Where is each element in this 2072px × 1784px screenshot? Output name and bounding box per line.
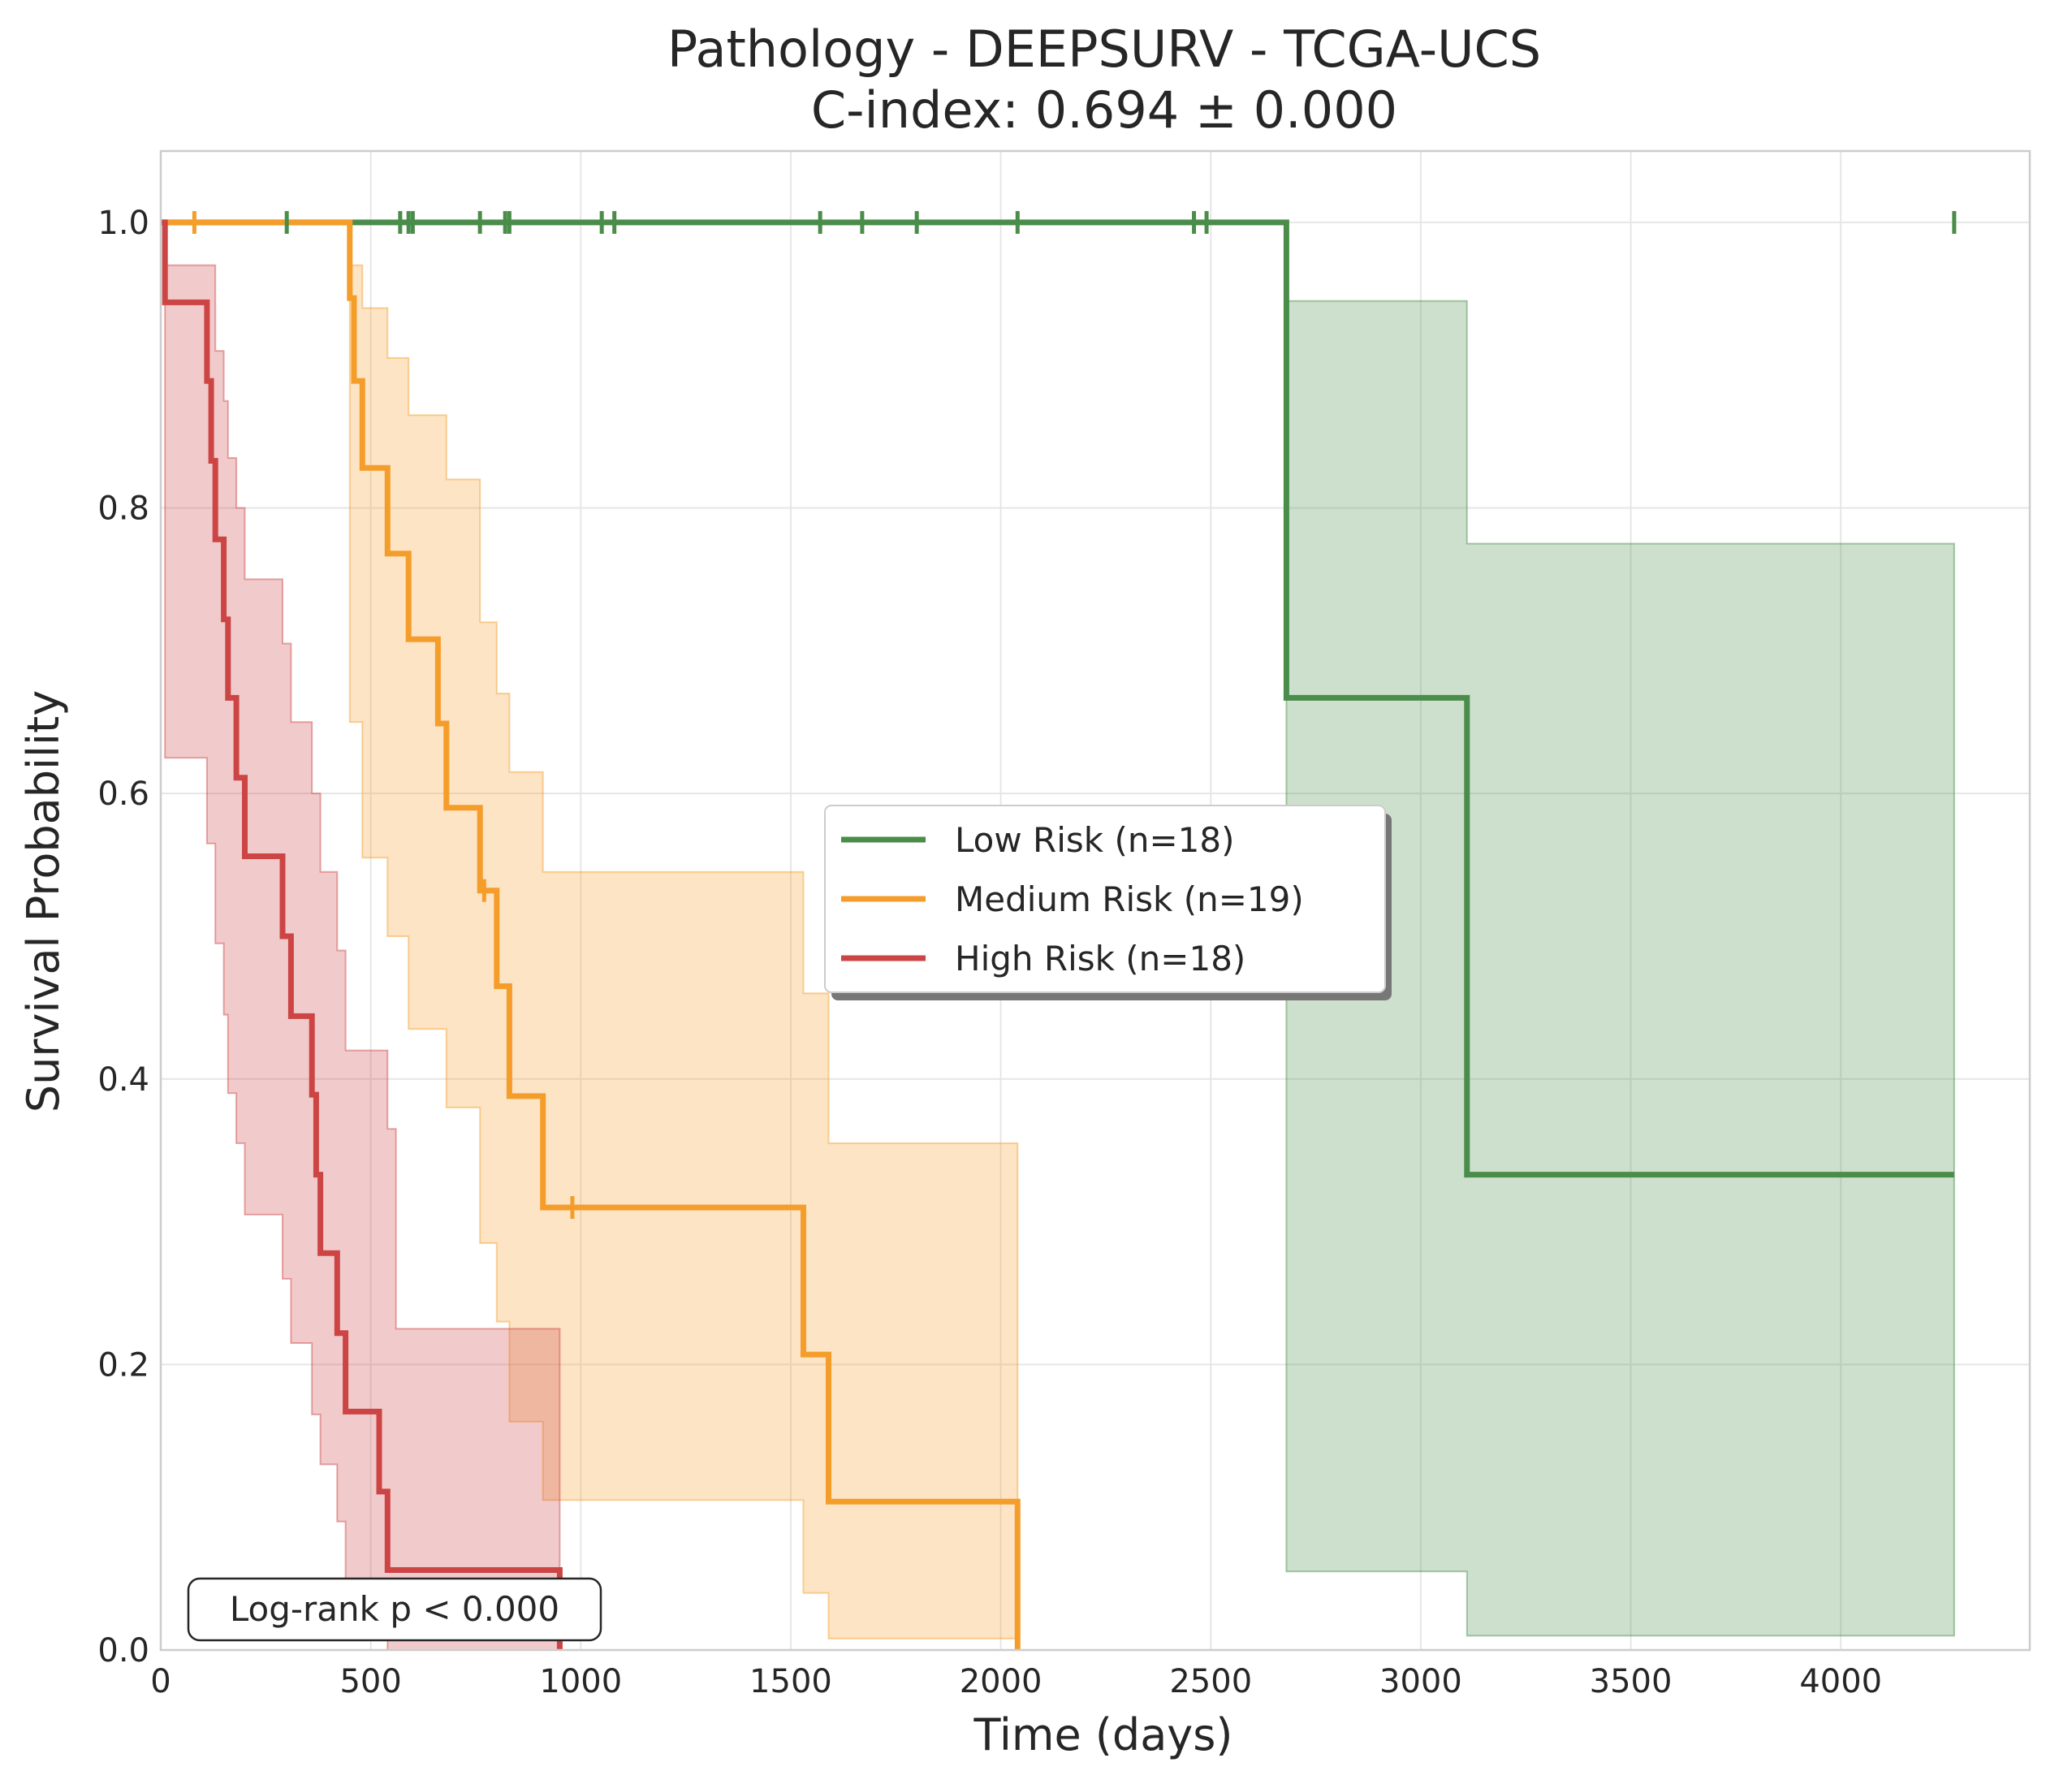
x-tick-label: 2500 — [1169, 1663, 1252, 1700]
chart-subtitle: C-index: 0.694 ± 0.000 — [811, 80, 1397, 140]
y-tick-label: 0.0 — [97, 1632, 149, 1670]
y-tick-label: 0.6 — [97, 775, 149, 813]
x-tick-label: 2000 — [960, 1663, 1042, 1700]
survival-curve — [161, 219, 1954, 1178]
logrank-box — [187, 1577, 602, 1642]
x-tick-label: 1000 — [539, 1663, 622, 1700]
y-axis-label: Survival Probability — [18, 690, 69, 1112]
x-tick-label: 0 — [150, 1663, 171, 1700]
x-tick-label: 1500 — [749, 1663, 832, 1700]
censor-marks — [192, 210, 1957, 1219]
x-axis-ticks: 0 500 1000 1500 2000 2500 3000 3500 4000 — [150, 1663, 1882, 1700]
confidence-bands — [164, 264, 1955, 1651]
survival-curve — [161, 219, 563, 1650]
confidence-band — [1285, 300, 1955, 1637]
legend-label: Low Risk (n=18) — [955, 820, 1235, 860]
logrank-text: Log-rank p < 0.000 — [230, 1589, 559, 1629]
y-tick-label: 1.0 — [97, 205, 149, 242]
y-tick-label: 0.2 — [97, 1346, 149, 1384]
x-tick-label: 4000 — [1799, 1663, 1882, 1700]
x-tick-label: 3500 — [1590, 1663, 1673, 1700]
logrank-annotation: Log-rank p < 0.000 — [187, 1577, 602, 1642]
legend-label: Medium Risk (n=19) — [955, 879, 1304, 919]
x-axis-label: Time (days) — [973, 1709, 1233, 1760]
legend-items: Low Risk (n=18) Medium Risk (n=19) High Ri… — [841, 820, 1304, 978]
survival-curves — [161, 219, 1954, 1650]
plot-frame — [159, 149, 2031, 1652]
legend: Low Risk (n=18) Medium Risk (n=19) High Ri… — [824, 805, 1392, 1000]
y-tick-label: 0.8 — [97, 490, 149, 528]
x-tick-label: 500 — [339, 1663, 401, 1700]
x-tick-label: 3000 — [1379, 1663, 1462, 1700]
y-tick-label: 0.4 — [97, 1061, 149, 1099]
legend-label: High Risk (n=18) — [955, 939, 1245, 978]
chart-title: Pathology - DEEPSURV - TCGA-UCS — [667, 19, 1541, 79]
survival-curve — [161, 219, 1021, 1650]
y-axis-ticks: 0.0 0.2 0.4 0.6 0.8 1.0 — [97, 205, 149, 1670]
legend-box — [824, 805, 1386, 993]
